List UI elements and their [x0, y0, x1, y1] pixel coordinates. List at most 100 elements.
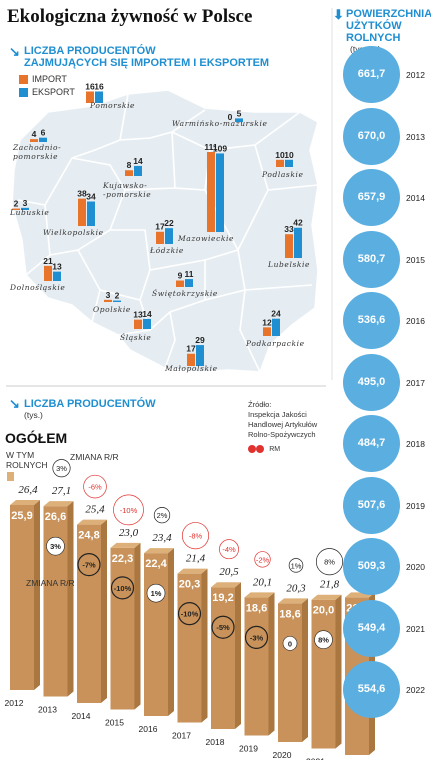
- year-label-2014: 2014: [72, 711, 91, 721]
- bar-import-12: [104, 299, 112, 302]
- total-change-circle-2014: [83, 474, 107, 499]
- total-value-2014: 25,4: [85, 504, 105, 516]
- region-label-4: Kujawsko-: [102, 181, 147, 190]
- area-circle-2019: [343, 476, 400, 534]
- bar-import-2: [30, 139, 38, 142]
- farms-label-line1: W TYM: [6, 450, 35, 460]
- source-line3: Handlowej Artykułów: [248, 420, 318, 429]
- year-label-2012: 2012: [5, 698, 24, 708]
- slab-side-2016: [168, 548, 174, 716]
- bar-import-label-5: 2: [14, 199, 19, 209]
- farm-change-circle-2013: [46, 536, 65, 556]
- bar-export-4: [134, 165, 142, 176]
- area-year-2016: 2016: [406, 316, 425, 326]
- farm-change-2019: -3%: [250, 633, 264, 642]
- slab-top-2018: [211, 582, 241, 588]
- farm-change-2016: 1%: [151, 589, 162, 598]
- total-change-circle-2020: [288, 558, 304, 573]
- region-label-6: Wielkopolskie: [43, 228, 104, 237]
- bar-export-2: [39, 137, 47, 142]
- total-value-2013: 27,1: [52, 485, 71, 497]
- bar-export-15: [196, 345, 204, 366]
- farm-change-2013: 3%: [50, 542, 61, 551]
- bar-export-9: [294, 227, 302, 258]
- credit-text: RM: [269, 446, 281, 453]
- total-change-circle-2013: [52, 459, 71, 478]
- farm-value-2020: 18,6: [279, 608, 300, 620]
- farms-swatch: [7, 472, 14, 481]
- farm-change-circle-2017: [177, 602, 202, 626]
- bar-export-label-10: 13: [52, 262, 62, 272]
- area-circle-2012: [343, 46, 400, 103]
- slab-2021: [311, 599, 336, 749]
- bar-export-label-3: 10: [284, 150, 294, 160]
- total-change-2018: -4%: [222, 545, 236, 554]
- bar-import-4: [125, 170, 133, 176]
- area-circle-2018: [343, 415, 400, 472]
- area-year-2014: 2014: [406, 193, 425, 203]
- source-line4: Rolno-Spożywczych: [248, 430, 316, 439]
- slab-top-2016: [144, 548, 174, 554]
- import-swatch: [19, 75, 28, 85]
- bar-export-label-5: 3: [23, 198, 28, 208]
- bar-import-8: [156, 231, 164, 244]
- bar-export-label-12: 2: [115, 291, 120, 301]
- area-value-2014: 657,9: [357, 191, 386, 203]
- export-swatch: [19, 88, 28, 98]
- region-label-10: Dolnośląskie: [9, 283, 65, 292]
- area-value-2017: 495,0: [357, 375, 386, 388]
- bar-import-label-3: 10: [275, 150, 285, 160]
- area-heading-line2: UŻYTKÓW: [346, 20, 402, 32]
- slab-top-2021: [311, 594, 342, 600]
- bar-export-1: [235, 118, 243, 122]
- area-value-2013: 670,0: [357, 129, 386, 142]
- bar-import-6: [78, 198, 86, 226]
- year-label-2020: 2020: [273, 750, 292, 760]
- total-change-2015: -10%: [120, 506, 138, 515]
- area-value-2015: 580,7: [357, 252, 386, 265]
- farm-change-circle-2019: [244, 625, 269, 649]
- total-label: OGÓŁEM: [5, 430, 68, 446]
- slab-2019: [244, 597, 269, 736]
- arrow-down-icon: ⬇: [333, 7, 344, 22]
- total-value-2018: 20,5: [219, 566, 239, 578]
- region-label-0: Pomorskie: [89, 101, 135, 110]
- source-line1: Źródło:: [248, 400, 272, 409]
- bar-import-label-7: 111: [204, 142, 218, 152]
- bar-import-label-2: 4: [32, 129, 37, 139]
- area-value-2019: 507,6: [357, 498, 386, 511]
- bar-export-label-13: 14: [142, 309, 152, 319]
- arrow-down-right-icon: ↘: [9, 396, 20, 411]
- bar-export-11: [185, 279, 193, 287]
- year-label-2013: 2013: [38, 705, 57, 715]
- farms-label-line2: ROLNYCH: [6, 460, 48, 470]
- farm-value-2014: 24,8: [78, 530, 99, 542]
- farm-change-2014: -7%: [82, 561, 96, 570]
- area-circle-2020: [343, 538, 400, 595]
- map-heading-line1: LICZBA PRODUCENTÓW: [24, 45, 156, 57]
- bar-export-label-6: 34: [86, 191, 96, 201]
- total-change-2017: -8%: [189, 532, 203, 541]
- total-value-2015: 23,0: [119, 527, 139, 539]
- bar-export-0: [95, 91, 103, 103]
- area-value-2016: 536,6: [357, 314, 386, 326]
- area-year-2012: 2012: [406, 70, 425, 80]
- total-value-2020: 20,3: [286, 582, 306, 594]
- slab-side-2021: [335, 594, 342, 749]
- bar-import-label-0: 16: [85, 81, 95, 91]
- bar-import-label-4: 8: [127, 160, 132, 170]
- area-circle-2016: [343, 292, 400, 349]
- bar-export-7: [216, 153, 224, 232]
- region-label-2: Zachodnio-: [12, 143, 61, 152]
- area-value-2012: 661,7: [357, 68, 386, 80]
- bar-import-9: [285, 234, 293, 258]
- page-title: Ekologiczna żywność w Polsce: [7, 6, 253, 27]
- slab-2013: [43, 506, 68, 697]
- area-value-2020: 509,3: [357, 560, 386, 572]
- bar-import-label-1: 0: [228, 112, 233, 122]
- producers-slabs: 25,9 26,4 2012 26,6 27,1 3% 3% 2013 24,8 25,4 -7% -…: [5, 459, 375, 760]
- area-year-2020: 2020: [406, 562, 425, 572]
- bar-import-10: [44, 265, 52, 281]
- area-year-2021: 2021: [406, 623, 425, 634]
- slab-2016: [144, 553, 168, 716]
